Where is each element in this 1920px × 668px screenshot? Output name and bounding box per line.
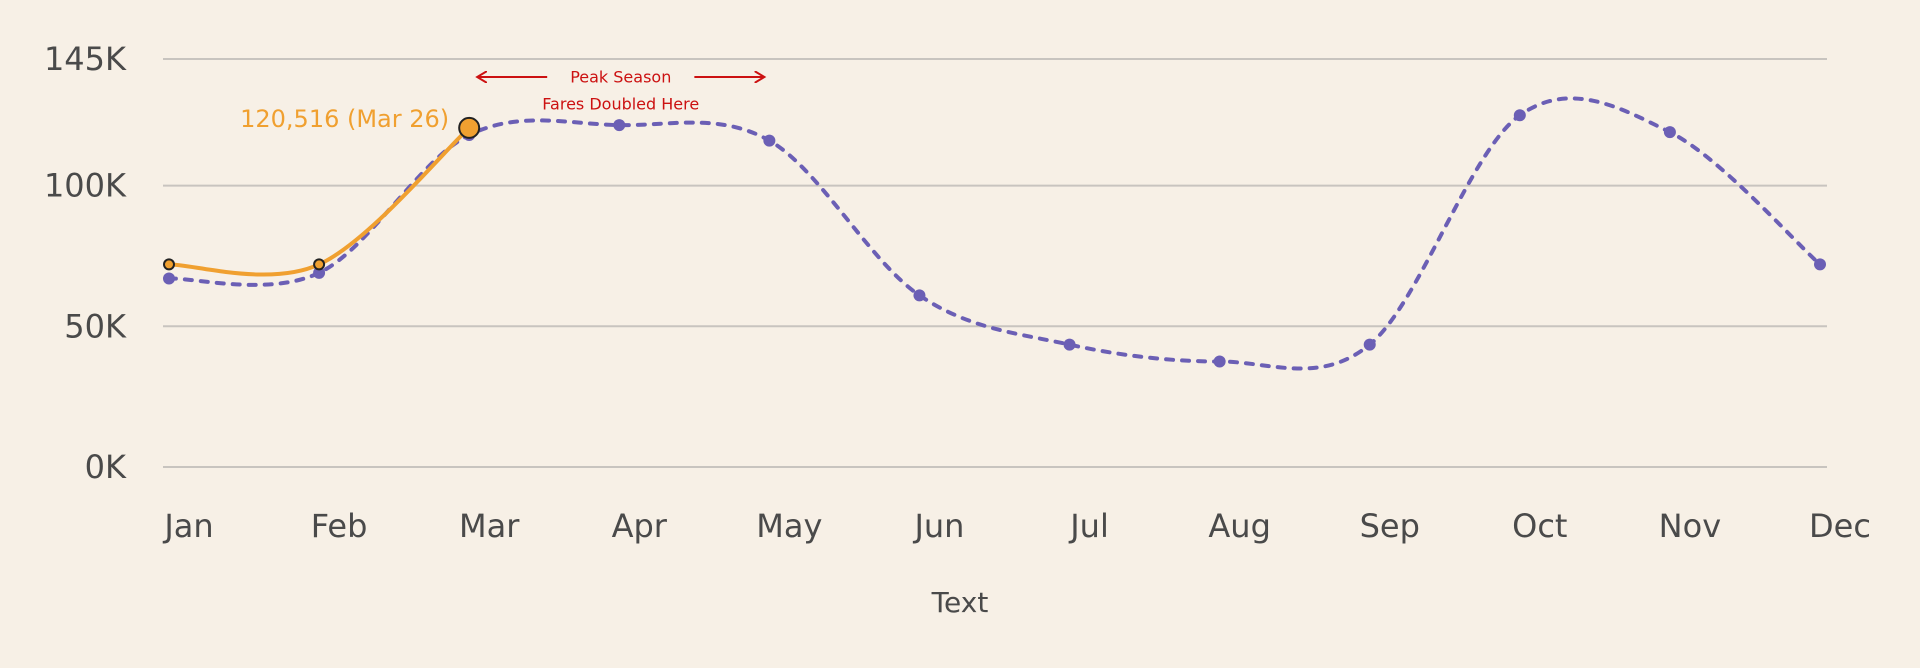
x-tick-label: Feb <box>311 507 368 545</box>
y-tick-label: 0K <box>85 448 127 486</box>
series-line <box>167 96 1822 371</box>
y-tick-label: 145K <box>44 40 127 78</box>
x-tick-label: Dec <box>1809 507 1871 545</box>
x-axis-label: Text <box>931 586 989 619</box>
x-tick-label: Mar <box>459 507 520 545</box>
data-point <box>1663 126 1676 139</box>
data-point <box>1213 355 1226 368</box>
series-line <box>167 125 472 277</box>
x-tick-label: May <box>756 507 822 545</box>
y-tick-label: 50K <box>64 307 127 345</box>
data-point <box>1363 338 1376 351</box>
annotation: Fares Doubled Here <box>542 95 699 114</box>
x-tick-label: Jan <box>162 507 213 545</box>
data-point <box>1063 338 1076 351</box>
annotation: Peak Season <box>570 68 671 87</box>
x-tick-label: Nov <box>1659 507 1721 545</box>
data-point <box>458 116 481 139</box>
x-tick-label: Aug <box>1208 507 1270 545</box>
x-tick-label: Sep <box>1360 507 1420 545</box>
data-point <box>913 289 926 302</box>
data-point <box>163 258 175 271</box>
data-point <box>613 119 626 132</box>
y-tick-label: 100K <box>44 167 127 205</box>
x-tick-label: Jul <box>1068 507 1109 545</box>
data-point <box>763 134 776 147</box>
data-point <box>313 258 326 271</box>
x-tick-label: Jun <box>912 507 964 545</box>
data-point <box>1513 109 1526 122</box>
data-label: 120,516 (Mar 26) <box>240 105 449 133</box>
data-point <box>1814 258 1826 271</box>
x-tick-label: Apr <box>612 507 668 545</box>
data-point <box>163 272 175 285</box>
data-point <box>313 266 326 279</box>
x-tick-label: Oct <box>1512 507 1567 545</box>
